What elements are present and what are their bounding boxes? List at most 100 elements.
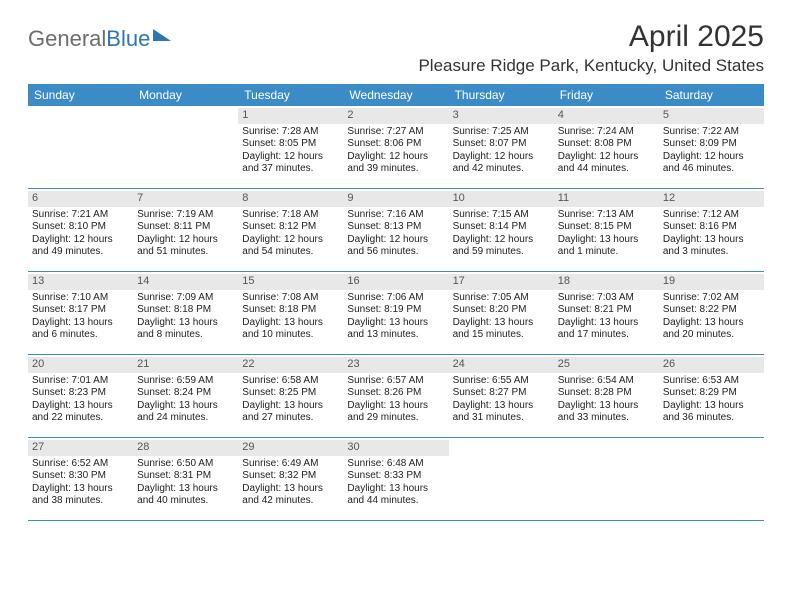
day-header-cell: Thursday (449, 84, 554, 106)
day-cell: 4Sunrise: 7:24 AMSunset: 8:08 PMDaylight… (554, 106, 659, 188)
sunset-text: Sunset: 8:24 PM (137, 387, 234, 400)
daylight-text: and 40 minutes. (137, 495, 234, 508)
day-cell: 20Sunrise: 7:01 AMSunset: 8:23 PMDayligh… (28, 355, 133, 437)
logo: GeneralBlue (28, 26, 171, 52)
sunset-text: Sunset: 8:15 PM (558, 221, 655, 234)
week-row: 27Sunrise: 6:52 AMSunset: 8:30 PMDayligh… (28, 438, 764, 521)
daylight-text: Daylight: 12 hours (32, 234, 129, 247)
day-number: 7 (133, 191, 238, 207)
day-header-row: SundayMondayTuesdayWednesdayThursdayFrid… (28, 84, 764, 106)
daylight-text: Daylight: 13 hours (663, 317, 760, 330)
sunset-text: Sunset: 8:07 PM (453, 138, 550, 151)
daylight-text: and 33 minutes. (558, 412, 655, 425)
week-row: 1Sunrise: 7:28 AMSunset: 8:05 PMDaylight… (28, 106, 764, 189)
page-header: GeneralBlue April 2025 Pleasure Ridge Pa… (28, 20, 764, 76)
daylight-text: Daylight: 13 hours (32, 483, 129, 496)
sunset-text: Sunset: 8:06 PM (347, 138, 444, 151)
day-cell: 2Sunrise: 7:27 AMSunset: 8:06 PMDaylight… (343, 106, 448, 188)
day-number: 28 (133, 440, 238, 456)
day-cell-empty (659, 438, 764, 520)
sunrise-text: Sunrise: 7:01 AM (32, 375, 129, 388)
day-number: 14 (133, 274, 238, 290)
day-number: 20 (28, 357, 133, 373)
sunrise-text: Sunrise: 7:12 AM (663, 209, 760, 222)
sunrise-text: Sunrise: 7:09 AM (137, 292, 234, 305)
daylight-text: and 17 minutes. (558, 329, 655, 342)
day-cell: 25Sunrise: 6:54 AMSunset: 8:28 PMDayligh… (554, 355, 659, 437)
sunset-text: Sunset: 8:17 PM (32, 304, 129, 317)
sunset-text: Sunset: 8:31 PM (137, 470, 234, 483)
daylight-text: and 44 minutes. (558, 163, 655, 176)
sunrise-text: Sunrise: 7:22 AM (663, 126, 760, 139)
day-cell: 8Sunrise: 7:18 AMSunset: 8:12 PMDaylight… (238, 189, 343, 271)
daylight-text: Daylight: 13 hours (347, 483, 444, 496)
day-cell: 10Sunrise: 7:15 AMSunset: 8:14 PMDayligh… (449, 189, 554, 271)
day-number: 6 (28, 191, 133, 207)
sunrise-text: Sunrise: 7:18 AM (242, 209, 339, 222)
day-cell: 7Sunrise: 7:19 AMSunset: 8:11 PMDaylight… (133, 189, 238, 271)
logo-sail-icon (153, 29, 171, 41)
day-number: 17 (449, 274, 554, 290)
sunset-text: Sunset: 8:30 PM (32, 470, 129, 483)
day-cell: 17Sunrise: 7:05 AMSunset: 8:20 PMDayligh… (449, 272, 554, 354)
sunrise-text: Sunrise: 7:27 AM (347, 126, 444, 139)
sunrise-text: Sunrise: 7:16 AM (347, 209, 444, 222)
day-cell: 15Sunrise: 7:08 AMSunset: 8:18 PMDayligh… (238, 272, 343, 354)
day-number: 15 (238, 274, 343, 290)
sunrise-text: Sunrise: 6:49 AM (242, 458, 339, 471)
daylight-text: and 49 minutes. (32, 246, 129, 259)
sunrise-text: Sunrise: 7:24 AM (558, 126, 655, 139)
daylight-text: and 27 minutes. (242, 412, 339, 425)
sunrise-text: Sunrise: 7:28 AM (242, 126, 339, 139)
day-number: 19 (659, 274, 764, 290)
daylight-text: and 42 minutes. (453, 163, 550, 176)
sunrise-text: Sunrise: 6:48 AM (347, 458, 444, 471)
day-number: 11 (554, 191, 659, 207)
daylight-text: and 6 minutes. (32, 329, 129, 342)
sunset-text: Sunset: 8:11 PM (137, 221, 234, 234)
day-number: 18 (554, 274, 659, 290)
daylight-text: and 44 minutes. (347, 495, 444, 508)
sunrise-text: Sunrise: 6:57 AM (347, 375, 444, 388)
sunrise-text: Sunrise: 7:03 AM (558, 292, 655, 305)
day-number: 4 (554, 108, 659, 124)
day-cell: 23Sunrise: 6:57 AMSunset: 8:26 PMDayligh… (343, 355, 448, 437)
day-cell: 11 Sunrise: 7:13 AMSunset: 8:15 PMDayligh… (554, 189, 659, 271)
day-cell: 5Sunrise: 7:22 AMSunset: 8:09 PMDaylight… (659, 106, 764, 188)
day-number: 26 (659, 357, 764, 373)
daylight-text: Daylight: 13 hours (242, 400, 339, 413)
daylight-text: Daylight: 12 hours (347, 234, 444, 247)
day-number: 12 (659, 191, 764, 207)
sunrise-text: Sunrise: 7:05 AM (453, 292, 550, 305)
sunrise-text: Sunrise: 7:13 AM (558, 209, 655, 222)
daylight-text: Daylight: 13 hours (453, 400, 550, 413)
day-number: 9 (343, 191, 448, 207)
day-header-cell: Tuesday (238, 84, 343, 106)
daylight-text: and 39 minutes. (347, 163, 444, 176)
day-cell: 24Sunrise: 6:55 AMSunset: 8:27 PMDayligh… (449, 355, 554, 437)
day-cell-empty (28, 106, 133, 188)
day-number: 3 (449, 108, 554, 124)
daylight-text: Daylight: 13 hours (558, 400, 655, 413)
daylight-text: and 20 minutes. (663, 329, 760, 342)
day-number: 13 (28, 274, 133, 290)
daylight-text: Daylight: 13 hours (558, 234, 655, 247)
logo-text-1: General (28, 26, 106, 52)
calendar-grid: SundayMondayTuesdayWednesdayThursdayFrid… (28, 84, 764, 521)
day-number: 16 (343, 274, 448, 290)
sunset-text: Sunset: 8:05 PM (242, 138, 339, 151)
daylight-text: and 42 minutes. (242, 495, 339, 508)
day-cell-empty (449, 438, 554, 520)
sunrise-text: Sunrise: 7:19 AM (137, 209, 234, 222)
daylight-text: Daylight: 13 hours (32, 317, 129, 330)
week-row: 6Sunrise: 7:21 AMSunset: 8:10 PMDaylight… (28, 189, 764, 272)
day-number: 24 (449, 357, 554, 373)
sunset-text: Sunset: 8:14 PM (453, 221, 550, 234)
day-cell-empty (133, 106, 238, 188)
sunset-text: Sunset: 8:18 PM (242, 304, 339, 317)
day-cell: 13Sunrise: 7:10 AMSunset: 8:17 PMDayligh… (28, 272, 133, 354)
day-number: 23 (343, 357, 448, 373)
day-number: 29 (238, 440, 343, 456)
daylight-text: Daylight: 13 hours (347, 400, 444, 413)
daylight-text: and 46 minutes. (663, 163, 760, 176)
